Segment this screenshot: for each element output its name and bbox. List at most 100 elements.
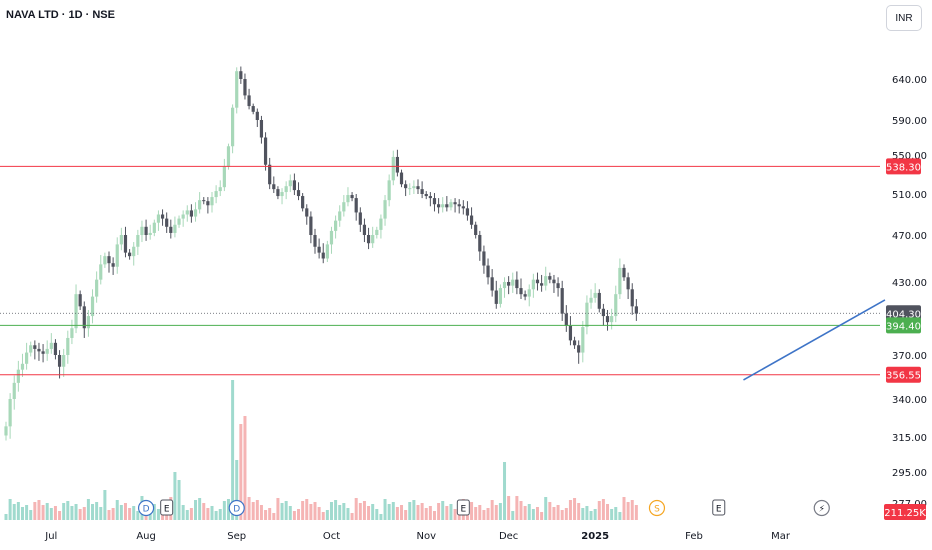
event-marker-label: E <box>716 505 722 515</box>
candle-body <box>156 214 161 223</box>
candle-body <box>498 288 502 304</box>
candle-body <box>189 210 193 217</box>
candle-body <box>202 200 206 202</box>
dividend-marker-circle <box>228 499 245 517</box>
price-tick-label: 315.00 <box>892 433 927 444</box>
candle-body <box>115 244 119 267</box>
candle-body <box>523 294 527 297</box>
markers-layer[interactable]: D E D E S E ⚡ <box>137 499 830 517</box>
volume-bar <box>482 510 486 520</box>
candle-body <box>585 302 589 328</box>
volume-bar <box>103 490 107 520</box>
volume-bar <box>474 507 478 520</box>
candles-layer <box>4 66 638 441</box>
candle-body <box>375 229 379 235</box>
candle-body <box>33 345 37 349</box>
event-marker[interactable]: D <box>137 499 155 517</box>
volume-bar <box>334 500 338 520</box>
volume-bar <box>614 507 618 520</box>
event-marker-label: D <box>143 505 150 515</box>
candle-body <box>218 187 222 192</box>
volume-bar <box>589 511 593 520</box>
time-tick-label: Oct <box>323 531 340 542</box>
volume-bar <box>321 512 325 520</box>
candle-body <box>251 106 255 112</box>
symbol-title: NAVA LTD · 1D · NSE <box>6 9 115 21</box>
candle-body <box>408 188 412 190</box>
candle-body <box>556 283 560 289</box>
candle-body <box>589 297 593 303</box>
event-marker[interactable]: E <box>160 499 174 516</box>
candle-body <box>268 164 272 185</box>
volume-bar <box>58 511 62 520</box>
volume-bar <box>490 500 494 520</box>
event-marker[interactable]: E <box>456 499 470 516</box>
volume-bar <box>20 507 24 520</box>
volume-bar <box>346 508 350 520</box>
volume-bar <box>519 501 523 520</box>
candle-body <box>395 156 399 173</box>
candle-body <box>366 235 371 244</box>
candle-body <box>416 186 420 190</box>
volume-bar <box>259 505 263 520</box>
candle-body <box>420 189 424 194</box>
event-marker[interactable]: S <box>648 499 666 517</box>
volume-bar <box>626 502 630 520</box>
event-marker[interactable]: D <box>228 499 245 517</box>
volume-bar <box>358 503 362 520</box>
volume-bar <box>128 508 132 520</box>
candle-body <box>82 306 86 329</box>
candle-body <box>57 355 62 367</box>
volume-bar <box>560 510 564 520</box>
candle-body <box>572 340 577 346</box>
candle-body <box>243 79 247 96</box>
candle-body <box>432 198 437 205</box>
volume-bar <box>12 504 16 520</box>
currency-button[interactable]: INR <box>886 5 922 31</box>
volume-bar <box>243 416 247 520</box>
volume-bar <box>540 512 544 520</box>
event-marker[interactable]: E <box>712 499 726 516</box>
candle-body <box>49 342 53 349</box>
candle-body <box>453 202 457 205</box>
volume-bar <box>350 513 354 520</box>
price-axis[interactable]: 640.00 590.00 550.00 510.00 470.00 430.00 370.… <box>892 75 927 510</box>
volume-bar <box>136 511 140 520</box>
time-axis[interactable]: Jul Aug Sep Oct Nov Dec 2025 Feb Mar <box>44 531 791 542</box>
price-level-badge-label: 356.55 <box>886 371 921 382</box>
time-tick-label: Dec <box>499 531 518 542</box>
candle-body <box>284 186 288 193</box>
candle-body <box>309 216 313 235</box>
volume-bar <box>189 508 193 520</box>
volume-bar <box>552 507 556 520</box>
candle-body <box>338 211 342 221</box>
volume-bar <box>424 508 428 520</box>
candle-body <box>614 294 618 317</box>
candle-body <box>412 186 416 189</box>
event-marker[interactable]: ⚡ <box>813 499 830 517</box>
candle-body <box>490 277 494 291</box>
candle-body <box>181 214 185 219</box>
price-level-badge-label: 394.40 <box>886 321 921 332</box>
volume-bar <box>297 509 301 520</box>
price-level-badge <box>886 305 921 322</box>
candle-body <box>226 146 231 167</box>
candle-body <box>165 218 169 227</box>
volume-bar <box>568 500 572 520</box>
candle-body <box>622 267 626 278</box>
volume-bar <box>305 499 309 520</box>
candle-body <box>272 184 276 190</box>
candle-body <box>210 197 214 206</box>
candle-body <box>74 294 78 329</box>
volume-bar <box>284 501 288 520</box>
volume-bar <box>408 502 412 520</box>
trendline-layer[interactable] <box>743 299 886 381</box>
volume-bar <box>45 503 49 520</box>
price-tick-label: 510.00 <box>892 190 927 201</box>
candle-body <box>255 111 259 120</box>
volume-bar <box>416 505 420 520</box>
volume-bar <box>206 508 210 520</box>
volume-bar <box>606 504 610 520</box>
volume-bar <box>437 503 441 520</box>
